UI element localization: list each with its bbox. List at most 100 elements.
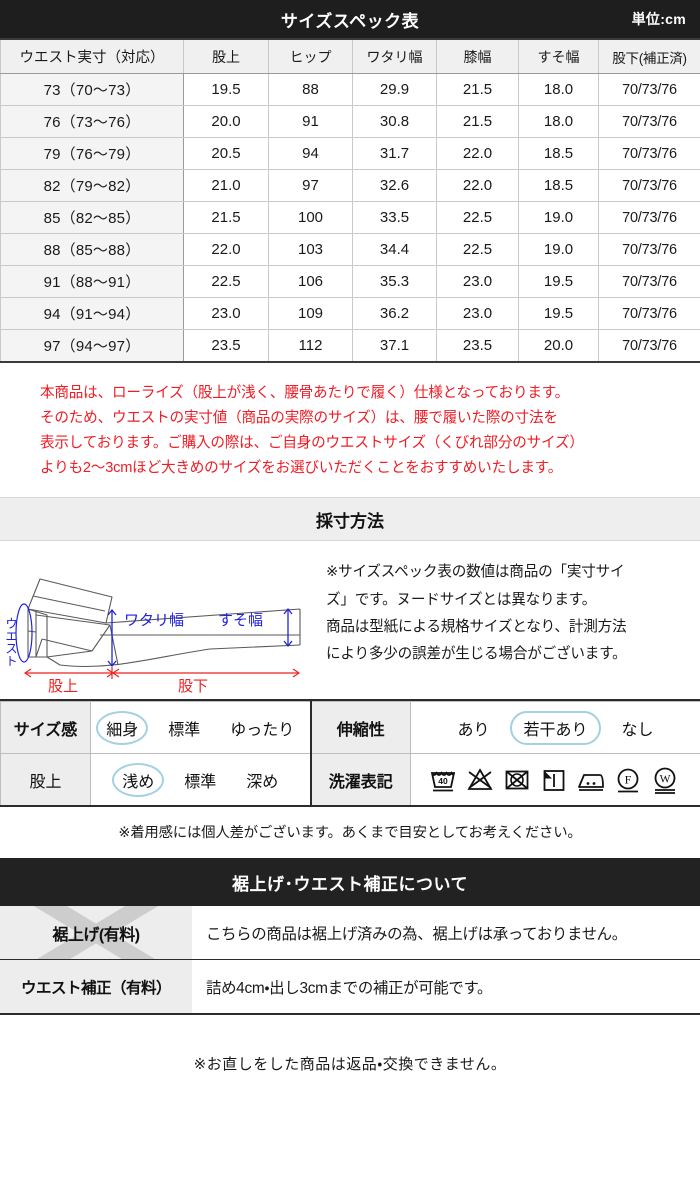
option-stretch-yes[interactable]: あり	[457, 721, 490, 739]
drip-dry-in-shade-icon	[543, 769, 564, 791]
lowrise-notice: 本商品は、ローライズ（股上が浅く、腰骨あたりで履く）仕様となっております。 その…	[0, 363, 700, 497]
label-care: 洗濯表記	[309, 753, 411, 807]
cell-knee: 22.5	[436, 233, 519, 266]
cell-hem: 19.5	[518, 297, 599, 330]
cell-rise: 23.0	[183, 297, 269, 330]
option-size-feel-relaxed[interactable]: ゆったり	[230, 721, 295, 739]
options-rise: 浅め 標準 深め	[90, 753, 311, 807]
cell-hem: 19.0	[518, 233, 599, 266]
cell-thigh: 31.7	[352, 137, 437, 170]
cell-thigh: 35.3	[352, 265, 437, 298]
cell-thigh: 30.8	[352, 105, 437, 138]
cell-knee: 22.5	[436, 201, 519, 234]
unit-label: 単位:cm	[631, 11, 686, 27]
col-header-inseam: 股下(補正済)	[598, 38, 700, 74]
diagram-label-waist: ウエスト	[3, 617, 17, 667]
cell-waist: 85（82〜85）	[0, 201, 184, 234]
cell-rise: 20.5	[183, 137, 269, 170]
cell-inseam: 70/73/76	[598, 73, 700, 106]
alteration-table: 裾上げ(有料) こちらの商品は裾上げ済みの為、裾上げは承っておりません。 ウエス…	[0, 906, 700, 1016]
alteration-row-waist: ウエスト補正（有料） 詰め4cm・出し3cmまでの補正が可能です。	[0, 959, 700, 1015]
table-row: 85（82〜85） 21.5 100 33.5 22.5 19.0 70/73/…	[0, 201, 700, 234]
notice-line: よりも2〜3cmほど大きめのサイズをお選びいただくことをおすすめいたします。	[40, 460, 563, 477]
option-stretch-no[interactable]: なし	[621, 721, 654, 739]
diagram-label-rise: 股上	[48, 678, 78, 693]
option-stretch-slight[interactable]: 若干あり	[510, 710, 601, 746]
label-size-feel: サイズ感	[0, 701, 91, 755]
return-policy-footnote: ※お直しをした商品は返品・交換できません。	[193, 1056, 507, 1074]
cell-waist: 79（76〜79）	[0, 137, 184, 170]
cell-rise: 19.5	[183, 73, 269, 106]
cell-hip: 97	[268, 169, 353, 202]
table-header-row: ウエスト実寸（対応） 股上 ヒップ ワタリ幅 膝幅 すそ幅 股下(補正済)	[0, 38, 700, 74]
label-waist-alteration-text: ウエスト補正（有料）	[20, 979, 172, 997]
option-rise-low[interactable]: 浅め	[112, 762, 165, 798]
cell-hem: 19.0	[518, 201, 599, 234]
cell-hip: 94	[268, 137, 353, 170]
option-size-feel-slim[interactable]: 細身	[96, 710, 149, 746]
wash-40-gentle-icon: 40	[430, 771, 455, 792]
cell-hem: 18.5	[518, 169, 599, 202]
desc-hem-alteration: こちらの商品は裾上げ済みの為、裾上げは承っておりません。	[192, 906, 700, 961]
waist-marker-icon	[15, 603, 33, 663]
label-rise: 股上	[0, 753, 91, 807]
col-header-hem: すそ幅	[518, 38, 599, 74]
svg-text:40: 40	[438, 776, 448, 786]
cell-rise: 22.0	[183, 233, 269, 266]
cell-hem: 18.0	[518, 73, 599, 106]
col-header-knee: 膝幅	[436, 38, 519, 74]
cell-hip: 106	[268, 265, 353, 298]
cell-hem: 18.0	[518, 105, 599, 138]
table-row: 97（94〜97） 23.5 112 37.1 23.5 20.0 70/73/…	[0, 329, 700, 363]
table-row: 76（73〜76） 20.0 91 30.8 21.5 18.0 70/73/7…	[0, 105, 700, 138]
option-rise-standard[interactable]: 標準	[184, 773, 217, 791]
fit-row-rise: 股上 浅め 標準 深め 洗濯表記 40	[0, 753, 700, 807]
table-row: 82（79〜82） 21.0 97 32.6 22.0 18.5 70/73/7…	[0, 169, 700, 202]
measure-method-text: ※サイズスペック表の数値は商品の「実寸サイ ズ」です。ヌードサイズとは異なります…	[320, 553, 700, 668]
cell-inseam: 70/73/76	[598, 137, 700, 170]
wetclean-w-gentle-icon: W	[654, 767, 675, 794]
diagram-label-inseam: 股下	[178, 678, 208, 693]
cell-rise: 21.0	[183, 169, 269, 202]
table-row: 88（85〜88） 22.0 103 34.4 22.5 19.0 70/73/…	[0, 233, 700, 266]
label-hem-alteration: 裾上げ(有料)	[0, 906, 192, 961]
cell-rise: 23.5	[183, 329, 269, 363]
svg-text:F: F	[624, 772, 631, 786]
cell-hem: 19.5	[518, 265, 599, 298]
measure-text-line: 商品は型紙による規格サイズとなり、計測方法	[326, 618, 627, 635]
cell-hem: 20.0	[518, 329, 599, 363]
cell-knee: 23.0	[436, 265, 519, 298]
cell-thigh: 34.4	[352, 233, 437, 266]
cell-knee: 22.0	[436, 169, 519, 202]
page-title: サイズスペック表	[280, 11, 420, 31]
fit-fineprint: ※着用感には個人差がございます。あくまで目安としてお考えください。	[118, 825, 582, 842]
alteration-banner: 裾上げ･ウエスト補正について	[0, 858, 700, 907]
measure-method-banner: 採寸方法	[0, 497, 700, 542]
cell-hem: 18.5	[518, 137, 599, 170]
option-rise-high[interactable]: 深め	[246, 773, 279, 791]
cell-rise: 21.5	[183, 201, 269, 234]
svg-text:W: W	[659, 773, 670, 785]
label-hem-alteration-text: 裾上げ(有料)	[52, 926, 140, 944]
table-row: 94（91〜94） 23.0 109 36.2 23.0 19.5 70/73/…	[0, 297, 700, 330]
col-header-waist: ウエスト実寸（対応）	[0, 38, 184, 74]
label-waist-alteration: ウエスト補正（有料）	[0, 959, 192, 1015]
table-row: 91（88〜91） 22.5 106 35.3 23.0 19.5 70/73/…	[0, 265, 700, 298]
diagram-label-thigh: ワタリ幅	[124, 612, 184, 629]
cell-inseam: 70/73/76	[598, 201, 700, 234]
cell-knee: 23.0	[436, 297, 519, 330]
measure-method-section: ウエスト ワタリ幅 すそ幅 股上 股下 ※サイズスペック表の数値は商品の「実寸サ…	[0, 541, 700, 702]
cell-waist: 97（94〜97）	[0, 329, 184, 363]
option-size-feel-standard[interactable]: 標準	[168, 721, 201, 739]
measure-text-line: により多少の誤差が生じる場合がございます。	[326, 645, 627, 662]
notice-line: そのため、ウエストの実寸値（商品の実際のサイズ）は、腰で履いた際の寸法を	[40, 410, 558, 427]
pants-measure-diagram: ウエスト ワタリ幅 すそ幅 股上 股下	[0, 553, 320, 698]
cell-hip: 112	[268, 329, 353, 363]
cell-hip: 100	[268, 201, 353, 234]
cell-waist: 82（79〜82）	[0, 169, 184, 202]
measure-text-line: ※サイズスペック表の数値は商品の「実寸サイ	[326, 564, 625, 581]
cell-knee: 21.5	[436, 105, 519, 138]
col-header-thigh: ワタリ幅	[352, 38, 437, 74]
options-size-feel: 細身 標準 ゆったり	[90, 701, 311, 755]
